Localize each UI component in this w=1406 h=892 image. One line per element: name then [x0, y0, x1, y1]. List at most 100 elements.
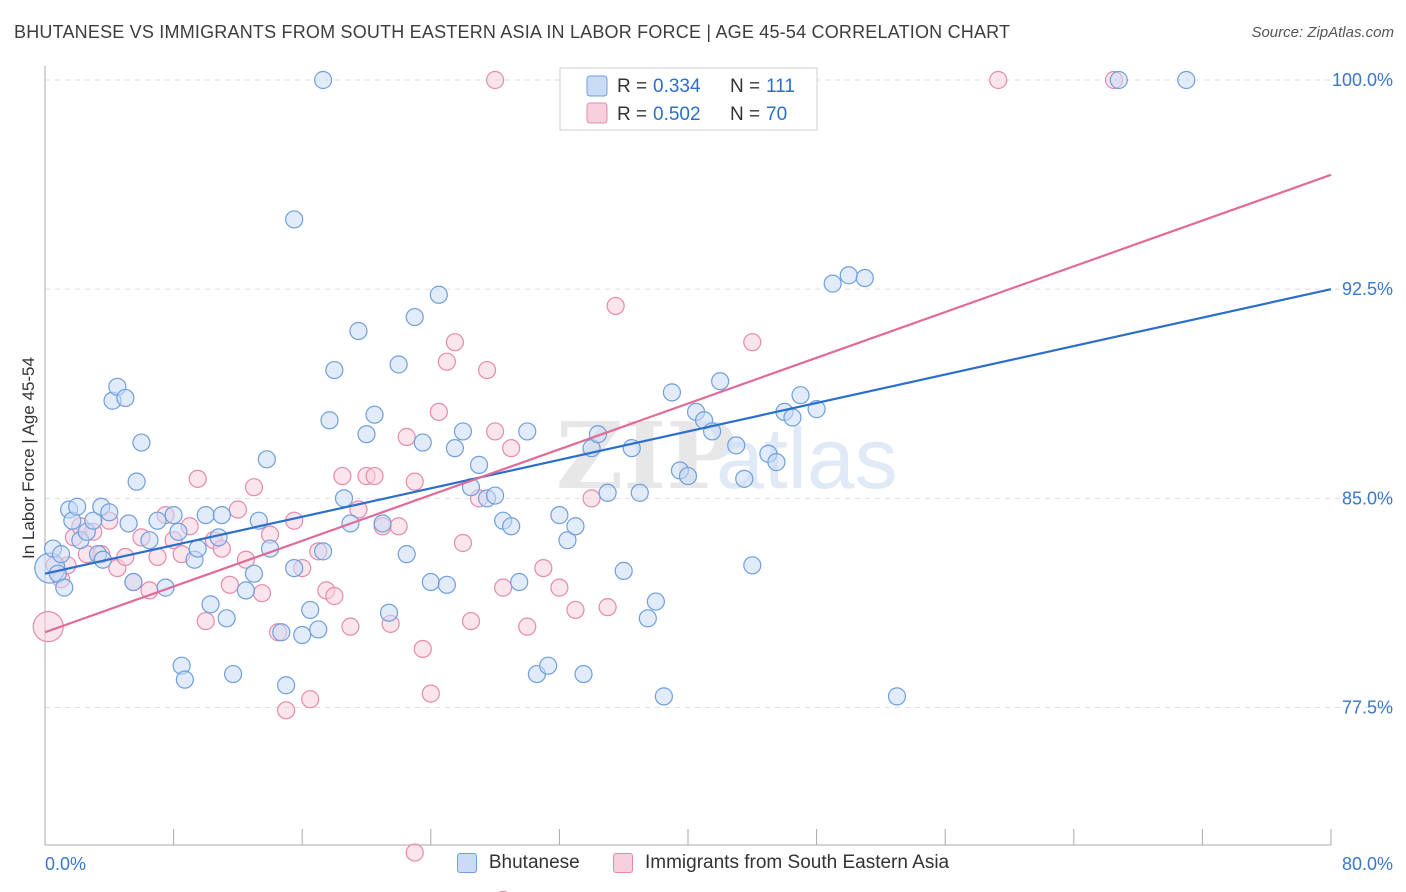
series-bhutanese-points	[34, 70, 1196, 706]
bhutanese-point-70	[486, 486, 505, 505]
y-tick-label-2: 92.5%	[1342, 279, 1393, 299]
immigrants-point-54	[461, 611, 481, 631]
bhutanese-point-26	[169, 522, 188, 541]
bhutanese-point-18	[119, 514, 138, 533]
legend-r-label-1: R =	[617, 76, 647, 97]
legend-swatch-immigrants-bottom	[613, 853, 633, 873]
bhutanese-point-77	[550, 505, 569, 525]
bhutanese-point-110	[285, 210, 304, 229]
bhutanese-point-64	[437, 575, 456, 594]
legend-swatch-bhutanese	[586, 75, 608, 97]
immigrants-point-37	[325, 586, 344, 606]
immigrants-point-21	[196, 611, 215, 631]
bhutanese-point-51	[334, 489, 354, 508]
legend-r-value-1: 0.334	[653, 76, 701, 97]
bhutanese-point-40	[257, 450, 276, 469]
bhutanese-point-57	[379, 603, 399, 622]
immigrants-point-64	[582, 489, 601, 508]
bhutanese-point-44	[285, 558, 304, 578]
bhutanese-point-113	[1109, 70, 1128, 90]
legend-label-bhutanese: Bhutanese	[488, 852, 580, 873]
immigrants-point-47	[405, 472, 424, 491]
legend-r-value-2: 0.502	[653, 104, 701, 125]
immigrants-point-39	[341, 617, 360, 636]
immigrants-point-46	[397, 427, 416, 447]
bhutanese-point-10	[84, 511, 103, 530]
bhutanese-point-62	[421, 572, 440, 592]
bhutanese-point-34	[212, 505, 231, 525]
bhutanese-point-49	[320, 411, 339, 430]
bhutanese-point-108	[855, 268, 874, 288]
legend-n-value-1: 111	[766, 76, 795, 97]
bhutanese-point-21	[132, 433, 151, 452]
watermark: ZIP atlas	[556, 402, 898, 510]
bhutanese-point-54	[357, 425, 376, 444]
bhutanese-point-37	[236, 581, 256, 600]
bhutanese-point-111	[313, 70, 333, 90]
bhutanese-point-3	[51, 545, 71, 564]
legend-top: R = 0.334 N = 111 R = 0.502 N = 70	[559, 67, 818, 131]
immigrants-point-65	[598, 598, 617, 617]
bhutanese-point-96	[711, 372, 730, 391]
bhutanese-point-63	[429, 285, 448, 304]
bhutanese-point-28	[175, 670, 194, 689]
immigrants-point-57	[486, 422, 505, 441]
immigrants-point-28	[252, 584, 272, 603]
bhutanese-point-109	[887, 687, 907, 706]
bhutanese-point-97	[727, 436, 746, 455]
immigrants-point-27	[244, 478, 264, 497]
legend-swatch-bhutanese-bottom	[456, 853, 477, 873]
bhutanese-point-7	[68, 497, 87, 516]
immigrants-top-point-0	[486, 70, 505, 90]
bhutanese-point-59	[397, 545, 416, 564]
legend-item-immigrants: Immigrants from South Eastern Asia	[613, 852, 949, 874]
immigrants-point-48	[413, 639, 432, 659]
axes	[44, 66, 1332, 846]
immigrants-point-56	[477, 360, 497, 380]
bhutanese-point-78	[558, 531, 577, 550]
bhutanese-point-92	[678, 466, 698, 486]
bhutanese-point-14	[100, 503, 119, 522]
bhutanese-point-82	[588, 425, 608, 444]
bhutanese-point-53	[349, 321, 368, 341]
immigrants-point-31	[277, 701, 296, 720]
source-label: Source: ZipAtlas.com	[1251, 24, 1394, 41]
bhutanese-point-88	[646, 592, 665, 611]
bhutanese-trend-line	[44, 288, 1332, 575]
chart-title: BHUTANESE VS IMMIGRANTS FROM SOUTH EASTE…	[14, 22, 1011, 42]
watermark-atlas: atlas	[716, 411, 898, 507]
immigrants-point-25	[228, 500, 247, 519]
immigrants-point-58	[494, 578, 513, 597]
bhutanese-point-19	[124, 572, 143, 592]
bhutanese-point-36	[223, 664, 243, 684]
bhutanese-point-43	[277, 676, 296, 695]
immigrants-point-53	[453, 533, 473, 553]
bhutanese-point-76	[539, 656, 558, 675]
immigrants-point-24	[220, 575, 239, 594]
immigrants-point-38	[333, 466, 352, 486]
bhutanese-point-89	[654, 687, 673, 706]
bhutanese-point-42	[272, 623, 291, 642]
immigrants-point-49	[421, 684, 440, 703]
legend-bottom: Bhutanese Immigrants from South Eastern …	[0, 852, 1406, 879]
x-tick-label-max: 80.0%	[1342, 854, 1393, 874]
immigrants-point-52	[445, 333, 465, 352]
bhutanese-point-66	[453, 422, 473, 441]
legend-r-label-2: R =	[617, 104, 647, 125]
bhutanese-point-73	[510, 572, 529, 592]
immigrants-point-59	[502, 439, 521, 458]
legend-item-bhutanese: Bhutanese	[456, 852, 580, 874]
bhutanese-point-60	[405, 307, 424, 327]
bhutanese-point-30	[188, 539, 207, 558]
bhutanese-point-55	[365, 405, 384, 424]
bhutanese-point-99	[743, 556, 762, 575]
legend-n-label-2: N =	[730, 104, 760, 125]
y-axis-label: In Labor Force | Age 45-54	[19, 357, 38, 559]
immigrants-trend-line	[44, 173, 1332, 634]
bhutanese-point-103	[783, 408, 802, 427]
bhutanese-point-17	[116, 388, 135, 408]
bhutanese-point-79	[566, 517, 585, 536]
bhutanese-point-74	[518, 422, 537, 441]
bhutanese-point-80	[574, 664, 593, 684]
